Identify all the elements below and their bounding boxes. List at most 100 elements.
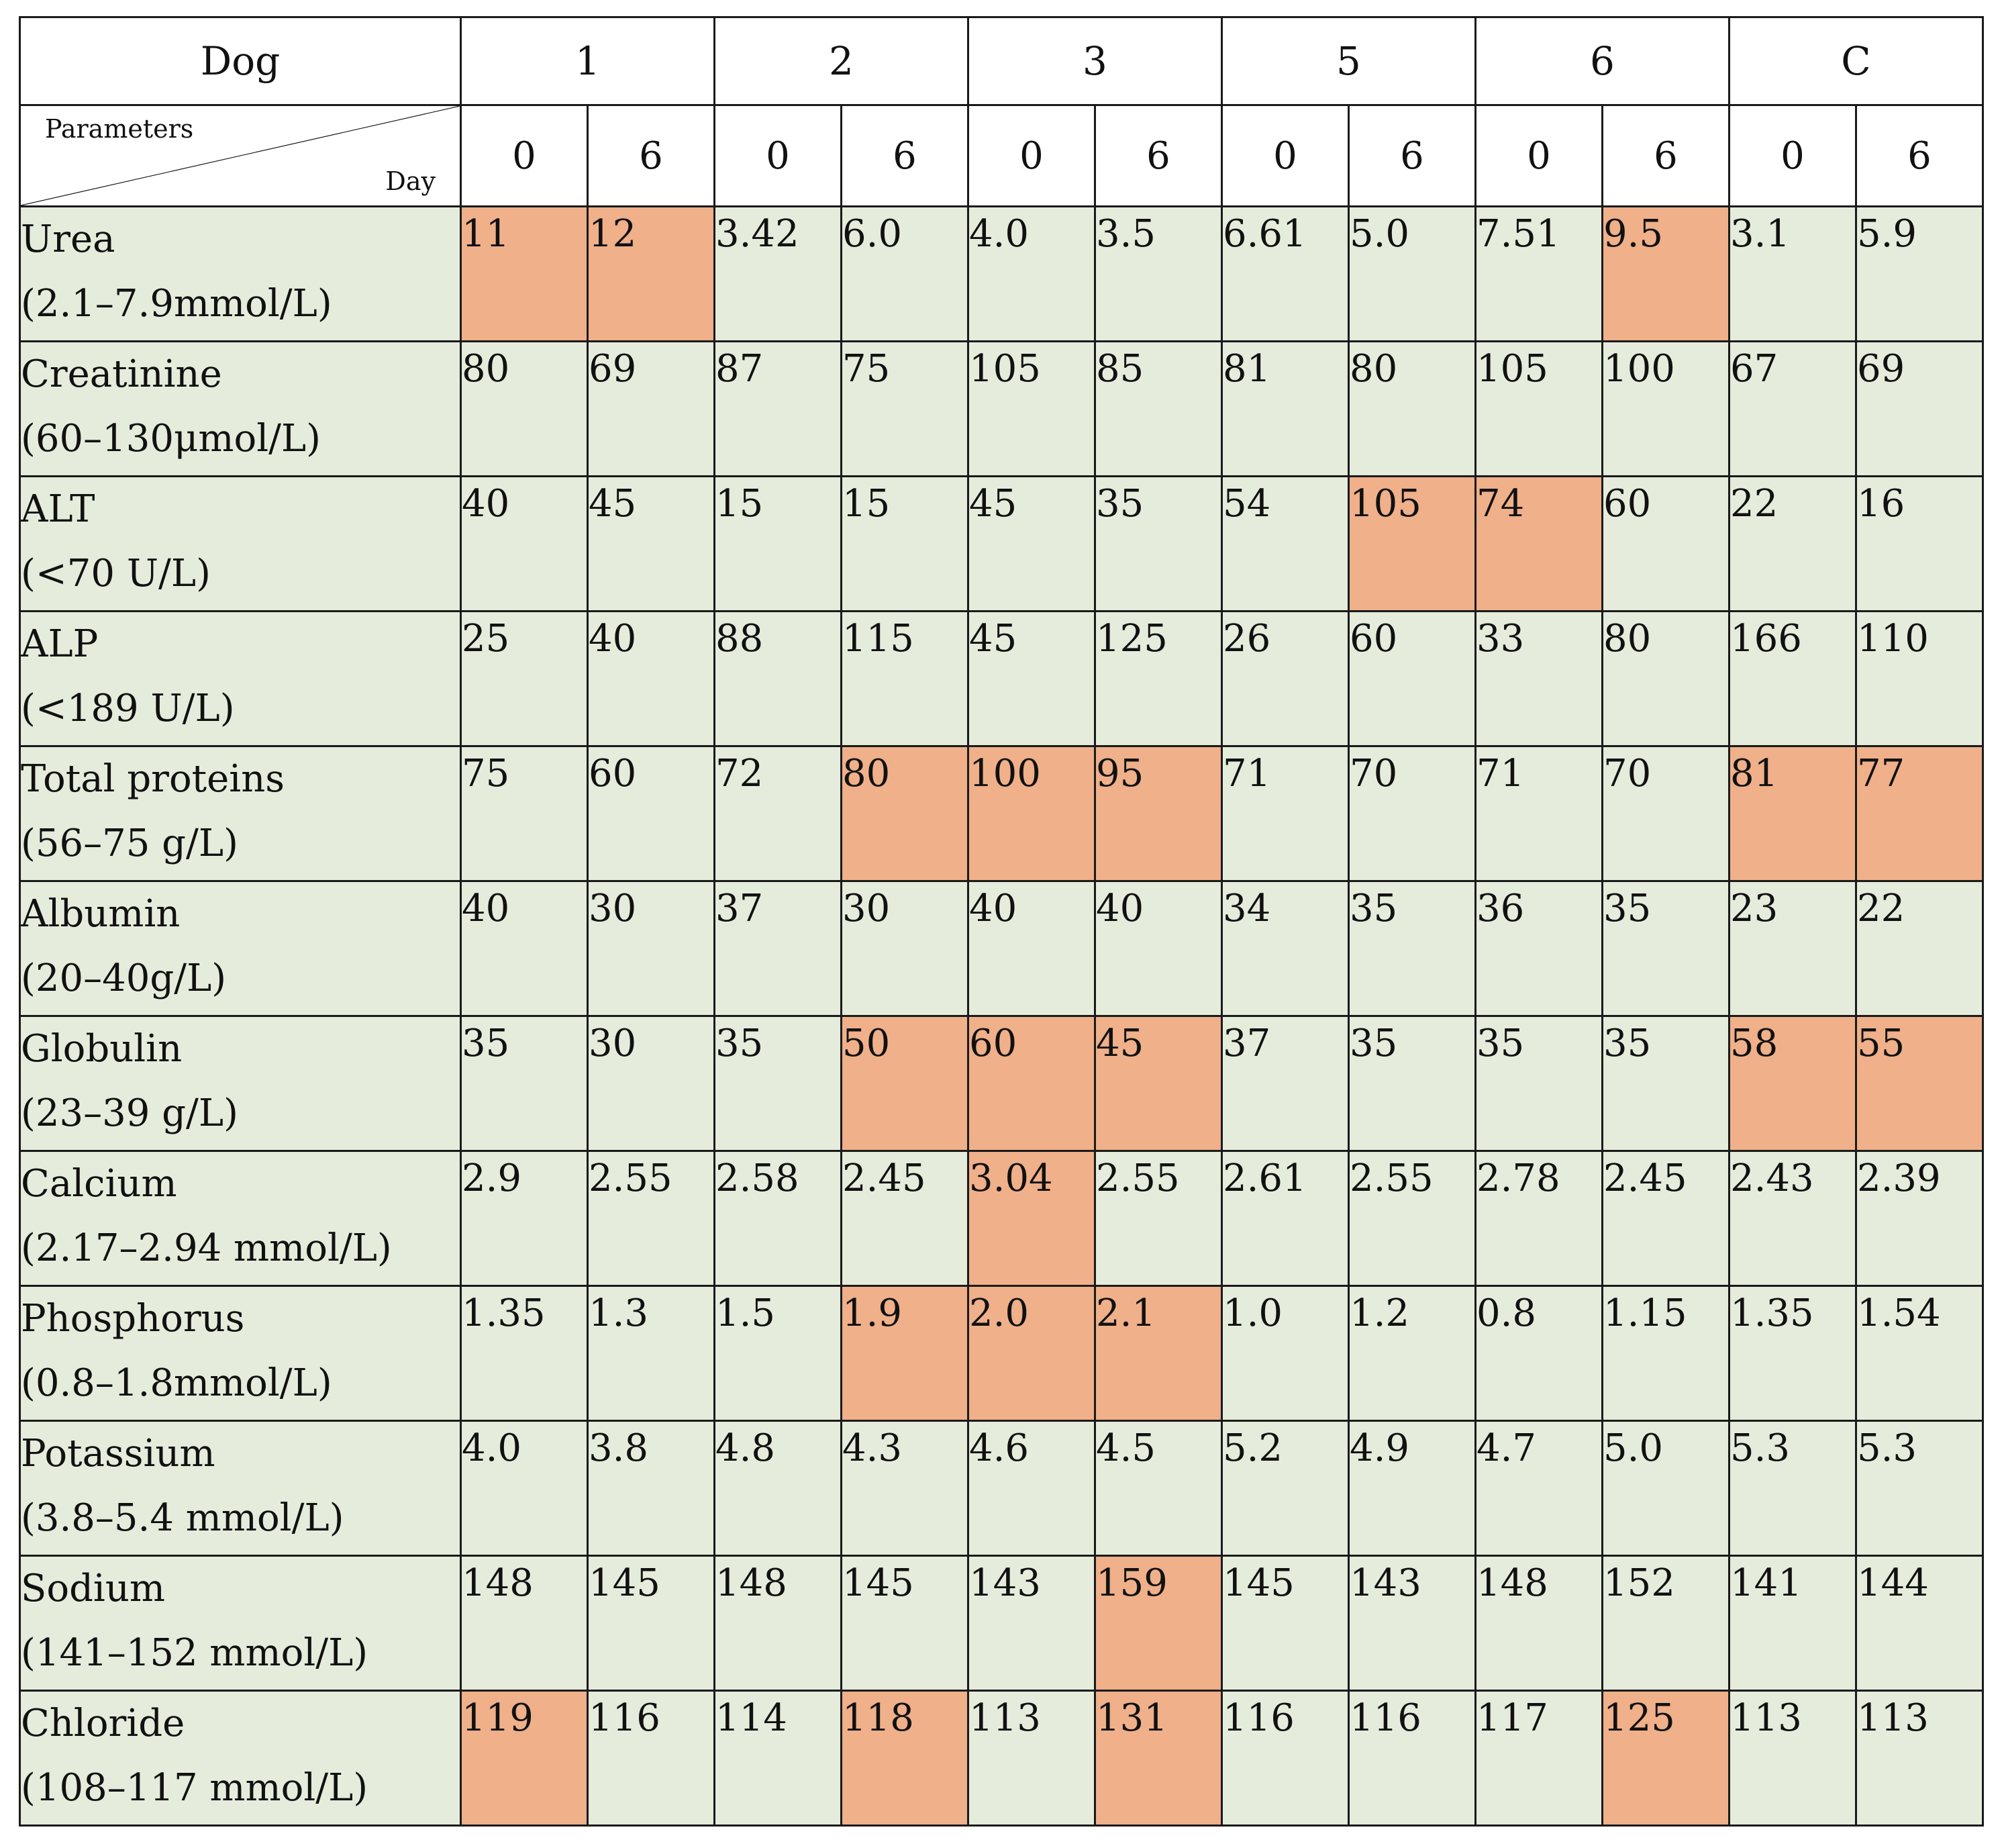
value-cell: 4.5 — [1094, 1420, 1223, 1557]
value-cell: 116 — [1348, 1690, 1476, 1827]
dog-header-1: 1 — [460, 16, 715, 106]
dog-header-c: C — [1728, 16, 1984, 106]
value-cell: 75 — [840, 340, 969, 477]
value-cell: 2.43 — [1728, 1150, 1857, 1287]
value-cell: 3.42 — [713, 205, 842, 342]
day-header: 6 — [1094, 104, 1223, 207]
value-cell: 145 — [840, 1555, 969, 1692]
value-cell: 60 — [1348, 610, 1476, 747]
table-row: Phosphorus (0.8–1.8mmol/L) 1.35 1.3 1.5 1.9 2.… — [19, 1285, 1984, 1422]
parameter-name: Calcium — [21, 1162, 177, 1206]
value-cell: 2.55 — [1094, 1150, 1223, 1287]
value-cell: 80 — [1348, 340, 1476, 477]
value-cell: 15 — [713, 475, 842, 612]
value-cell: 67 — [1728, 340, 1857, 477]
parameter-cell: Urea (2.1–7.9mmol/L) — [19, 205, 462, 342]
table-row: Globulin (23–39 g/L) 35 30 35 50 60 45 37 35 35 35 5… — [19, 1015, 1984, 1152]
value-cell: 148 — [713, 1555, 842, 1692]
parameter-reference-range: (2.1–7.9mmol/L) — [21, 282, 332, 326]
value-cell: 148 — [460, 1555, 589, 1692]
value-cell: 2.58 — [713, 1150, 842, 1287]
value-cell: 88 — [713, 610, 842, 747]
value-cell-abnormal: 1.9 — [840, 1285, 969, 1422]
parameter-name: Potassium — [21, 1432, 215, 1475]
parameter-reference-range: (<189 U/L) — [21, 687, 235, 730]
value-cell: 70 — [1348, 745, 1476, 882]
parameter-cell: Chloride (108–117 mmol/L) — [19, 1690, 462, 1827]
value-cell: 30 — [840, 880, 969, 1017]
value-cell: 70 — [1601, 745, 1730, 882]
parameter-cell: Albumin (20–40g/L) — [19, 880, 462, 1017]
table-row: Calcium (2.17–2.94 mmol/L) 2.9 2.55 2.58 2.45… — [19, 1150, 1984, 1287]
parameter-name: Creatinine — [21, 352, 222, 396]
value-cell: 5.0 — [1348, 205, 1476, 342]
value-cell: 4.9 — [1348, 1420, 1476, 1557]
value-cell: 5.0 — [1601, 1420, 1730, 1557]
parameter-cell: Sodium (141–152 mmol/L) — [19, 1555, 462, 1692]
value-cell: 7.51 — [1474, 205, 1603, 342]
value-cell: 40 — [460, 475, 589, 612]
value-cell: 2.39 — [1855, 1150, 1984, 1287]
value-cell: 4.0 — [460, 1420, 589, 1557]
value-cell: 60 — [1601, 475, 1730, 612]
day-header: 6 — [840, 104, 969, 207]
value-cell: 2.55 — [1348, 1150, 1476, 1287]
value-cell: 143 — [967, 1555, 1096, 1692]
day-header: 0 — [713, 104, 842, 207]
day-header: 0 — [1474, 104, 1603, 207]
value-cell: 45 — [587, 475, 715, 612]
parameter-reference-range: (60–130μmol/L) — [21, 417, 321, 460]
value-cell: 3.8 — [587, 1420, 715, 1557]
value-cell-abnormal: 125 — [1601, 1690, 1730, 1827]
value-cell: 1.5 — [713, 1285, 842, 1422]
parameter-name: Sodium — [21, 1567, 166, 1610]
value-cell: 4.6 — [967, 1420, 1096, 1557]
value-cell: 6.0 — [840, 205, 969, 342]
parameters-day-diagonal-header: Parameters Day — [19, 104, 462, 207]
value-cell: 25 — [460, 610, 589, 747]
value-cell: 145 — [587, 1555, 715, 1692]
value-cell-abnormal: 55 — [1855, 1015, 1984, 1152]
value-cell-abnormal: 77 — [1855, 745, 1984, 882]
value-cell-abnormal: 100 — [967, 745, 1096, 882]
day-header: 6 — [1855, 104, 1984, 207]
value-cell: 141 — [1728, 1555, 1857, 1692]
value-cell: 35 — [460, 1015, 589, 1152]
value-cell-abnormal: 45 — [1094, 1015, 1223, 1152]
value-cell: 117 — [1474, 1690, 1603, 1827]
parameter-reference-range: (<70 U/L) — [21, 552, 211, 595]
value-cell: 75 — [460, 745, 589, 882]
table-row: Creatinine (60–130μmol/L) 80 69 87 75 105 85 81 8… — [19, 340, 1984, 477]
value-cell: 144 — [1855, 1555, 1984, 1692]
day-header: 0 — [1221, 104, 1350, 207]
dog-header-3: 3 — [967, 16, 1223, 106]
value-cell: 69 — [587, 340, 715, 477]
value-cell: 1.15 — [1601, 1285, 1730, 1422]
parameter-reference-range: (3.8–5.4 mmol/L) — [21, 1496, 344, 1540]
value-cell: 113 — [967, 1690, 1096, 1827]
value-cell: 105 — [1474, 340, 1603, 477]
day-header: 0 — [967, 104, 1096, 207]
value-cell: 35 — [1094, 475, 1223, 612]
value-cell-abnormal: 12 — [587, 205, 715, 342]
value-cell-abnormal: 74 — [1474, 475, 1603, 612]
value-cell: 35 — [1348, 880, 1476, 1017]
value-cell-abnormal: 118 — [840, 1690, 969, 1827]
value-cell: 1.54 — [1855, 1285, 1984, 1422]
value-cell: 23 — [1728, 880, 1857, 1017]
value-cell: 40 — [460, 880, 589, 1017]
dog-header-row: Dog 1 2 3 5 6 C — [19, 16, 1984, 106]
value-cell: 5.3 — [1728, 1420, 1857, 1557]
value-cell: 35 — [1474, 1015, 1603, 1152]
parameter-cell: Calcium (2.17–2.94 mmol/L) — [19, 1150, 462, 1287]
value-cell-abnormal: 159 — [1094, 1555, 1223, 1692]
value-cell: 22 — [1855, 880, 1984, 1017]
value-cell: 1.2 — [1348, 1285, 1476, 1422]
value-cell-abnormal: 105 — [1348, 475, 1476, 612]
value-cell-abnormal: 2.0 — [967, 1285, 1096, 1422]
value-cell: 30 — [587, 880, 715, 1017]
table-row: ALP (<189 U/L) 25 40 88 115 45 125 26 60 33 80 166 11… — [19, 610, 1984, 747]
value-cell: 40 — [587, 610, 715, 747]
table-row: Total proteins (56–75 g/L) 75 60 72 80 100 95 71… — [19, 745, 1984, 882]
dog-header-2: 2 — [713, 16, 969, 106]
